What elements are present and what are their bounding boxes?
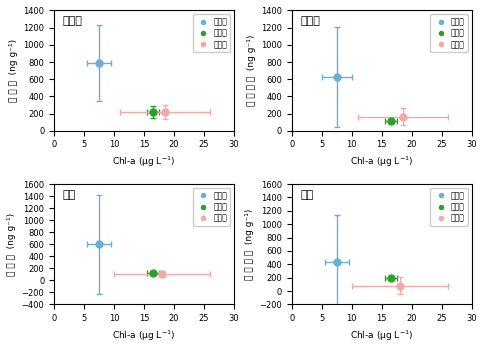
Y-axis label: 총 수 은  (ng g⁻¹): 총 수 은 (ng g⁻¹)	[9, 39, 18, 102]
Legend: 장성호, 영산호, 금호호: 장성호, 영산호, 금호호	[430, 14, 468, 52]
X-axis label: Chl-a (μg L$^{-1}$): Chl-a (μg L$^{-1}$)	[112, 329, 176, 343]
Text: 붕어: 붕어	[63, 190, 76, 200]
Text: 블루길: 블루길	[301, 16, 321, 27]
Y-axis label: 유 기 수 은  (ng g⁻¹): 유 기 수 은 (ng g⁻¹)	[246, 35, 256, 106]
Y-axis label: 유 기 수 은  (ng g⁻¹): 유 기 수 은 (ng g⁻¹)	[245, 209, 254, 280]
X-axis label: Chl-a (μg L$^{-1}$): Chl-a (μg L$^{-1}$)	[350, 329, 413, 343]
Y-axis label: 총 수 은  (ng g⁻¹): 총 수 은 (ng g⁻¹)	[7, 213, 16, 276]
Text: 붕어: 붕어	[301, 190, 314, 200]
Legend: 장성호, 영산호, 금호호: 장성호, 영산호, 금호호	[193, 188, 230, 225]
X-axis label: Chl-a (μg L$^{-1}$): Chl-a (μg L$^{-1}$)	[112, 155, 176, 169]
Legend: 장성호, 영산호, 금호호: 장성호, 영산호, 금호호	[430, 188, 468, 225]
Legend: 장성호, 영산호, 금호호: 장성호, 영산호, 금호호	[193, 14, 230, 52]
X-axis label: Chl-a (μg L$^{-1}$): Chl-a (μg L$^{-1}$)	[350, 155, 413, 169]
Text: 블루길: 블루길	[63, 16, 83, 27]
